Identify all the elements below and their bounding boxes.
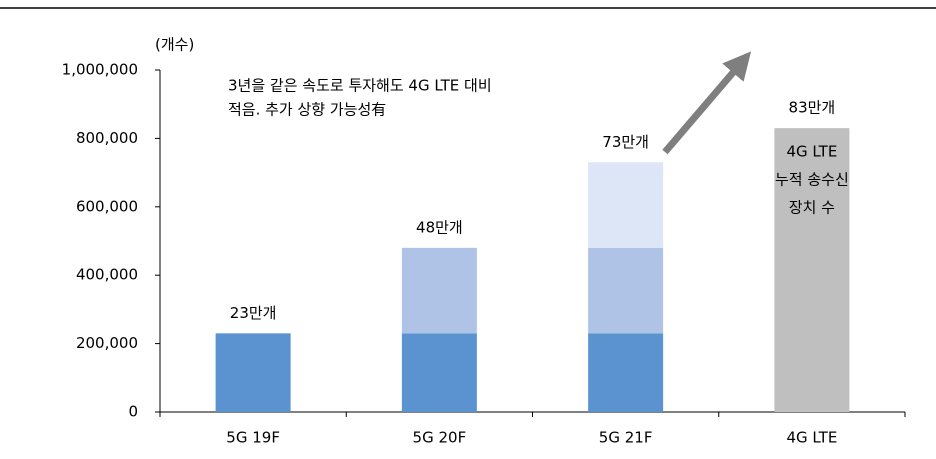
bar-text: 누적 송수신 <box>775 171 849 189</box>
stack-label: 83만개 <box>789 99 836 117</box>
x-tick-label: 5G 21F <box>599 429 653 447</box>
arrow <box>662 51 752 155</box>
stack-label: 73만개 <box>602 133 649 151</box>
stack-label: 48만개 <box>416 218 463 236</box>
y-axis-title: (개수) <box>155 36 194 54</box>
bar-segment <box>588 333 664 412</box>
y-tick-label: 800,000 <box>76 129 138 147</box>
x-tick-label: 4G LTE <box>786 429 837 447</box>
y-tick-label: 0 <box>128 403 138 421</box>
annotation: 3년을 같은 속도로 투자해도 4G LTE 대비 <box>228 77 492 95</box>
y-tick-label: 400,000 <box>76 266 138 284</box>
annotation: 적음. 추가 상향 가능성有 <box>228 101 386 119</box>
y-tick-label: 200,000 <box>76 334 138 352</box>
x-tick-label: 5G 19F <box>226 429 280 447</box>
bar-segment <box>401 333 477 412</box>
bar-segment <box>588 247 664 334</box>
stack-label: 23만개 <box>230 304 277 322</box>
y-tick-label: 1,000,000 <box>62 61 138 79</box>
y-tick-label: 600,000 <box>76 197 138 215</box>
bar-segment <box>588 162 664 248</box>
bar-segment <box>215 333 291 412</box>
bar-text: 4G LTE <box>786 143 837 161</box>
x-tick-label: 5G 20F <box>413 429 467 447</box>
bar-text: 장치 수 <box>789 199 835 217</box>
bar-segment <box>401 247 477 334</box>
bar-segment <box>774 128 850 412</box>
